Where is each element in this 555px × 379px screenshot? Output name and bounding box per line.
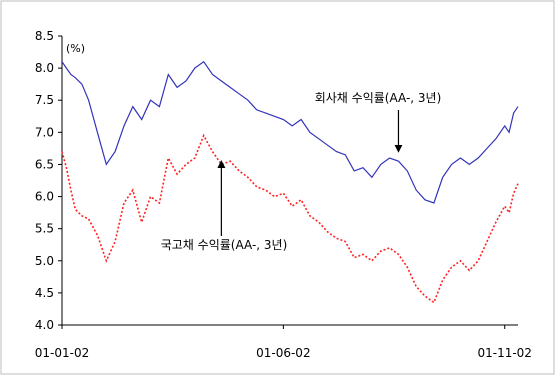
y-tick-label: 7.0 bbox=[35, 125, 54, 139]
annotation-layer: 회사채 수익률(AA-, 3년) 국고채 수익률(AA-, 3년) bbox=[161, 91, 442, 252]
series-line-1 bbox=[61, 133, 519, 304]
y-tick-label: 6.5 bbox=[35, 157, 54, 171]
y-tick-label: 8.5 bbox=[35, 29, 54, 43]
x-axis: 01-01-02 01-06-02 01-11-02 bbox=[35, 324, 532, 360]
x-tick-label: 01-11-02 bbox=[477, 346, 531, 360]
y-tick-label: 7.5 bbox=[35, 93, 54, 107]
y-tick-label: 8.0 bbox=[35, 61, 54, 75]
series-line-0 bbox=[61, 60, 519, 204]
y-tick-label: 4.0 bbox=[35, 318, 54, 332]
y-tick-label: 5.5 bbox=[35, 222, 54, 236]
unit-label: (%) bbox=[66, 42, 85, 55]
x-tick-label: 01-01-02 bbox=[35, 346, 89, 360]
y-tick-label: 5.0 bbox=[35, 254, 54, 268]
annotation-label-treasury: 국고채 수익률(AA-, 3년) bbox=[161, 238, 288, 252]
y-tick-label: 6.0 bbox=[35, 190, 54, 204]
y-tick-label: 4.5 bbox=[35, 286, 54, 300]
x-tick-label: 01-06-02 bbox=[256, 346, 310, 360]
y-axis: 8.5 8.0 7.5 7.0 6.5 6.0 5.5 5.0 4.5 4.0 bbox=[35, 29, 63, 332]
annotation-label-corporate: 회사채 수익률(AA-, 3년) bbox=[315, 91, 442, 105]
series-layer bbox=[61, 60, 519, 304]
